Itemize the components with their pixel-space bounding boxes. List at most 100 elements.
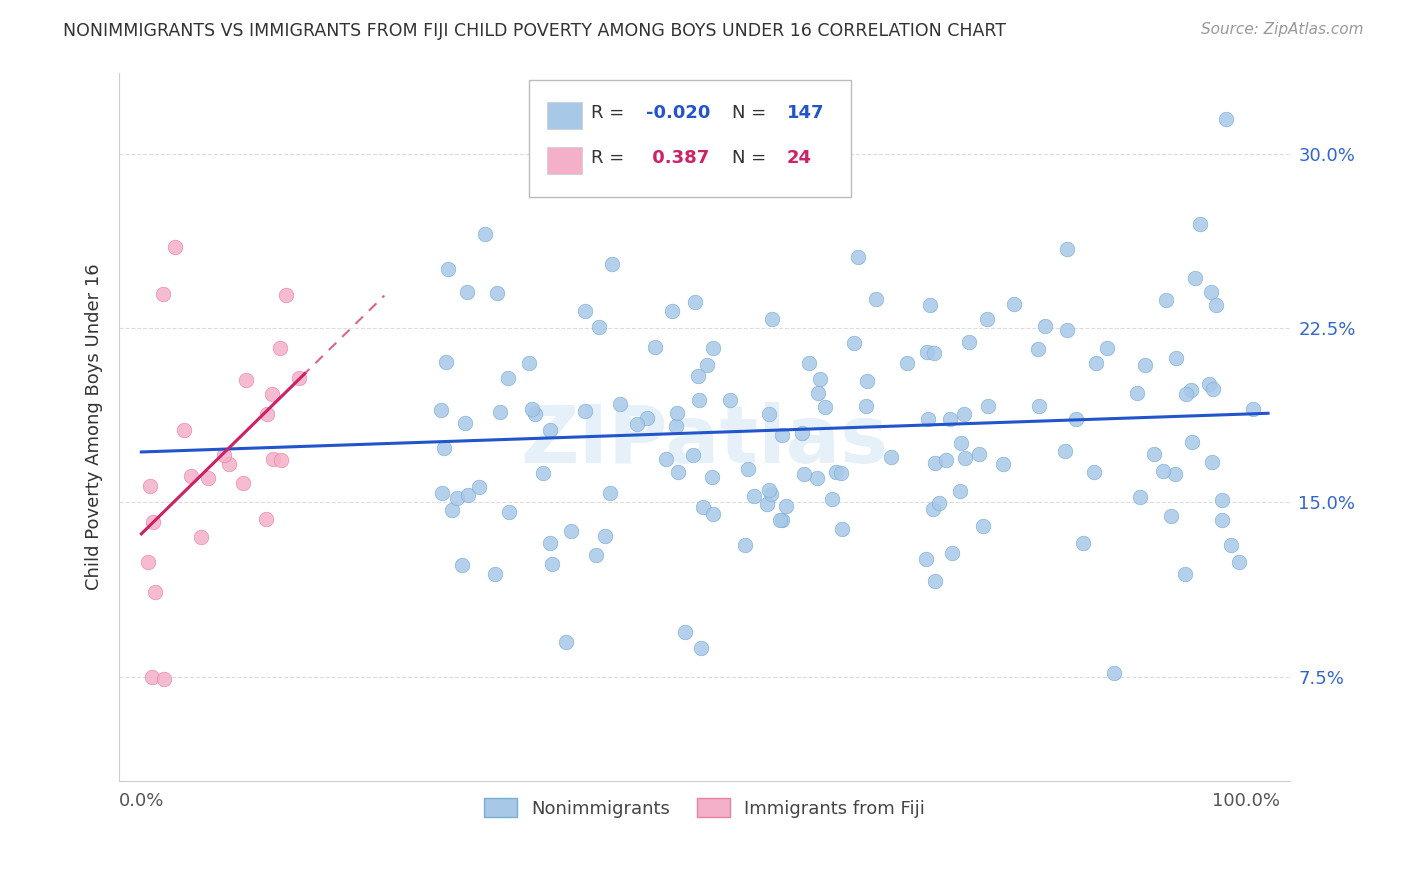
Point (808, 371, 831, 385)
Point (1129, 490, 1152, 504)
Point (143, 585, 166, 599)
Point (567, 140, 589, 154)
Point (600, 257, 623, 271)
Point (922, 345, 945, 359)
Point (692, 500, 714, 514)
Point (270, 453, 292, 467)
Point (468, 480, 491, 494)
Point (1028, 400, 1050, 414)
Point (644, 340, 666, 354)
Text: N =: N = (731, 149, 766, 167)
Point (1202, 382, 1225, 396)
Point (1002, 297, 1025, 311)
Point (531, 466, 554, 480)
Legend: Nonimmigrants, Immigrants from Fiji: Nonimmigrants, Immigrants from Fiji (477, 791, 932, 825)
Point (484, 567, 506, 582)
Point (865, 292, 887, 306)
Point (1152, 464, 1174, 478)
Point (1160, 508, 1182, 523)
Point (190, 530, 212, 544)
Point (924, 574, 946, 588)
Point (269, 341, 291, 355)
Text: R =: R = (591, 104, 624, 122)
Point (967, 447, 990, 461)
Point (1028, 342, 1050, 356)
Point (235, 373, 257, 387)
Point (953, 407, 976, 421)
Point (163, 240, 186, 254)
Point (1174, 387, 1197, 401)
Point (761, 487, 783, 501)
Point (737, 461, 759, 475)
Point (1174, 567, 1197, 582)
Point (433, 441, 456, 455)
Point (856, 374, 879, 388)
Point (1198, 377, 1220, 392)
Point (1164, 467, 1187, 482)
Point (1164, 351, 1187, 366)
Point (770, 513, 793, 527)
Point (915, 552, 938, 566)
Point (880, 450, 903, 465)
FancyBboxPatch shape (547, 102, 582, 129)
Point (474, 227, 496, 241)
Point (254, 512, 277, 526)
Text: Source: ZipAtlas.com: Source: ZipAtlas.com (1201, 22, 1364, 37)
Point (522, 401, 544, 416)
Point (540, 557, 562, 571)
Point (626, 417, 648, 432)
Point (517, 356, 540, 370)
Point (702, 470, 724, 484)
Point (928, 495, 950, 509)
Point (792, 426, 814, 441)
Point (231, 475, 253, 490)
Point (430, 402, 453, 417)
Point (734, 538, 756, 552)
Point (921, 502, 943, 516)
Point (488, 404, 510, 418)
Point (288, 371, 311, 385)
Point (574, 304, 596, 318)
Point (574, 404, 596, 418)
Point (666, 466, 689, 480)
Point (1085, 356, 1108, 370)
Point (142, 515, 165, 529)
Point (1201, 455, 1223, 469)
Text: 0.387: 0.387 (647, 149, 710, 167)
Point (941, 546, 963, 560)
Text: ZIPatlas: ZIPatlas (520, 402, 889, 480)
Point (1033, 319, 1056, 334)
Point (456, 285, 478, 299)
Point (1184, 270, 1206, 285)
Point (702, 342, 724, 356)
Point (141, 669, 163, 683)
Point (588, 320, 610, 334)
Point (263, 451, 285, 466)
Point (212, 448, 235, 462)
Point (538, 536, 561, 550)
Point (274, 288, 297, 302)
FancyBboxPatch shape (529, 80, 851, 197)
Point (761, 311, 783, 326)
Point (599, 485, 621, 500)
Point (830, 466, 852, 480)
Point (846, 251, 869, 265)
Point (949, 436, 972, 450)
Point (1133, 358, 1156, 372)
Point (538, 424, 561, 438)
Point (451, 558, 474, 572)
Point (665, 419, 688, 434)
Point (855, 399, 877, 413)
FancyBboxPatch shape (547, 146, 582, 174)
Point (793, 467, 815, 482)
Point (688, 393, 710, 408)
Point (683, 294, 706, 309)
Point (1056, 323, 1078, 337)
Point (915, 345, 938, 359)
Point (918, 298, 941, 312)
Point (1211, 513, 1233, 527)
Point (1205, 298, 1227, 312)
Point (136, 555, 159, 569)
Point (180, 468, 202, 483)
Point (756, 497, 779, 511)
